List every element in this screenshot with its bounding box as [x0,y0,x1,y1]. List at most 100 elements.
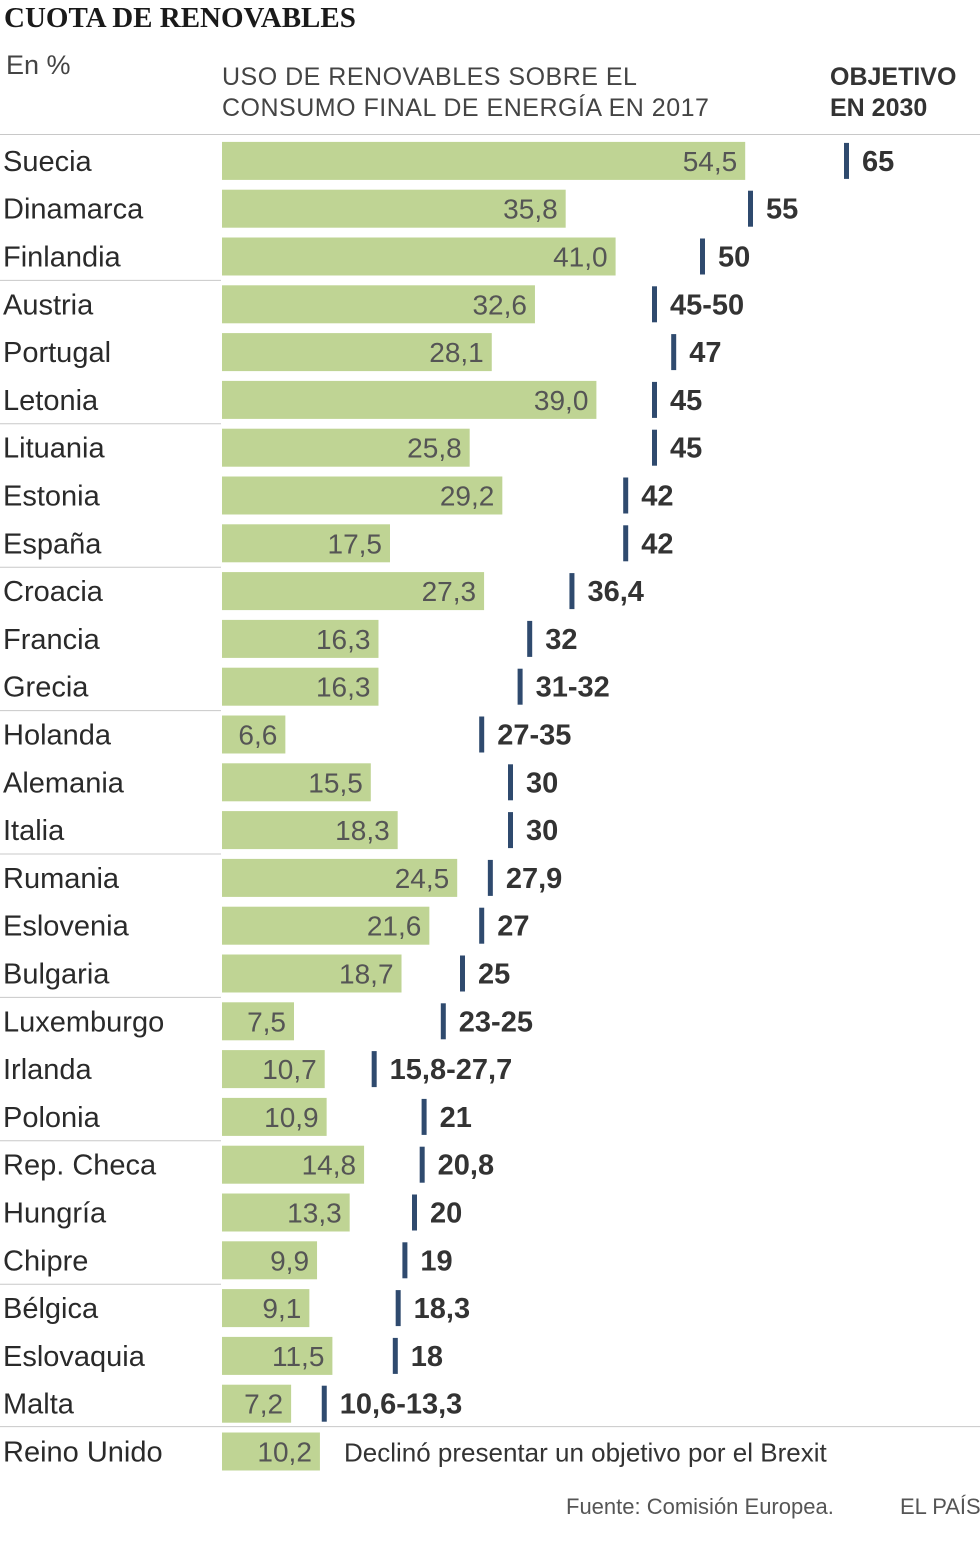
bar-column-header-line1: USO DE RENOVABLES SOBRE EL [222,63,638,91]
brexit-note: Declinó presentar un objetivo por el Bre… [344,1438,827,1468]
target-label: 20,8 [438,1150,494,1182]
bar [222,1097,327,1136]
target-label: 45-50 [670,289,744,321]
target-column-header-line1: OBJETIVO [830,63,957,91]
bar-column-header-line2: CONSUMO FINAL DE ENERGÍA EN 2017 [222,94,710,122]
bar [222,1384,292,1423]
target-column-header: OBJETIVO EN 2030 [830,62,956,124]
bar-value-label: 39,0 [534,385,589,416]
target-marker [527,620,533,657]
bar-value-label: 13,3 [287,1198,342,1229]
bar-value-label: 6,6 [238,720,277,751]
bar [222,237,616,276]
target-marker [479,716,485,753]
bar [222,333,492,372]
category-label: Alemania [3,767,125,799]
target-marker [460,955,465,992]
category-label: Reino Unido [3,1437,163,1469]
target-marker [395,1290,401,1327]
bar-value-label: 10,9 [264,1102,319,1133]
target-marker [412,1194,417,1231]
target-marker [508,812,513,849]
bar-value-label: 11,5 [272,1341,324,1372]
target-marker [517,668,523,705]
category-label: Lituania [3,433,105,465]
category-label: Polonia [3,1102,101,1134]
target-label: 42 [641,528,673,560]
brand-label: EL PAÍS [900,1494,980,1519]
bar-value-label: 54,5 [683,146,738,177]
category-label: Holanda [3,720,112,752]
target-label: 65 [862,146,894,178]
bar-value-label: 35,8 [503,194,558,225]
bar [222,572,485,611]
target-label: 42 [641,481,673,513]
category-label: Estonia [3,481,101,513]
category-label: Rumania [3,863,120,895]
bar-value-label: 7,5 [247,1006,286,1037]
bar-value-label: 15,5 [308,767,363,798]
target-marker [421,1098,427,1135]
target-label: 18 [411,1341,443,1373]
target-label: 47 [689,337,721,369]
bar-value-label: 17,5 [328,528,383,559]
bar [222,380,597,419]
target-marker [623,477,629,514]
bar-value-label: 32,6 [472,289,527,320]
category-label: Eslovenia [3,911,130,943]
bar-value-label: 7,2 [244,1389,283,1420]
target-marker [748,190,753,227]
bar-value-label: 16,3 [316,624,371,655]
source-note: Fuente: Comisión Europea. [566,1494,834,1519]
category-label: Letonia [3,385,99,417]
target-label: 18,3 [414,1293,470,1325]
bar-value-label: 10,7 [262,1054,317,1085]
target-label: 30 [526,767,558,799]
bar-value-label: 9,1 [262,1293,301,1324]
target-marker [569,573,575,610]
bar [222,476,503,515]
category-label: Croacia [3,576,104,608]
bar [222,1241,318,1280]
target-label: 10,6-13,3 [340,1389,463,1421]
bar [222,1336,333,1375]
target-marker [419,1146,425,1183]
bar-value-label: 10,2 [257,1437,312,1468]
bar [222,619,379,658]
bar-value-label: 41,0 [553,242,608,273]
target-label: 45 [670,433,702,465]
category-label: Francia [3,624,101,656]
bar [222,285,535,324]
target-label: 25 [478,959,510,991]
category-label: Eslovaquia [3,1341,146,1373]
target-marker [700,238,705,275]
target-marker [440,1003,446,1040]
target-marker [508,764,513,801]
bar-value-label: 16,3 [316,672,371,703]
bar [222,189,566,228]
target-marker [671,334,677,371]
target-marker [652,286,657,323]
target-marker [652,429,657,466]
bar [222,1289,310,1328]
category-label: Luxemburgo [3,1006,164,1038]
category-label: Suecia [3,146,93,178]
target-marker [371,1051,377,1088]
target-marker [652,381,657,418]
category-label: Irlanda [3,1054,93,1086]
target-label: 21 [440,1102,472,1134]
bar [222,1432,320,1471]
bar [222,1002,294,1041]
bar-value-label: 27,3 [422,576,477,607]
category-label: Austria [3,289,94,321]
bar [222,858,458,897]
target-label: 27,9 [506,863,562,895]
target-label: 36,4 [587,576,643,608]
bar [222,715,286,754]
unit-label: En % [6,50,71,80]
target-label: 45 [670,385,702,417]
target-label: 27-35 [497,720,571,752]
bar [222,1145,365,1184]
bar-value-label: 25,8 [407,433,462,464]
category-label: Rep. Checa [3,1150,157,1182]
